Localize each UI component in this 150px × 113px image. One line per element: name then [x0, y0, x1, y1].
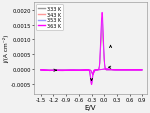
X-axis label: E/V: E/V [85, 104, 96, 110]
Legend: 333 K, 343 K, 353 K, 363 K: 333 K, 343 K, 353 K, 363 K [36, 5, 63, 31]
Y-axis label: j/(A cm⁻²): j/(A cm⁻²) [3, 35, 9, 63]
